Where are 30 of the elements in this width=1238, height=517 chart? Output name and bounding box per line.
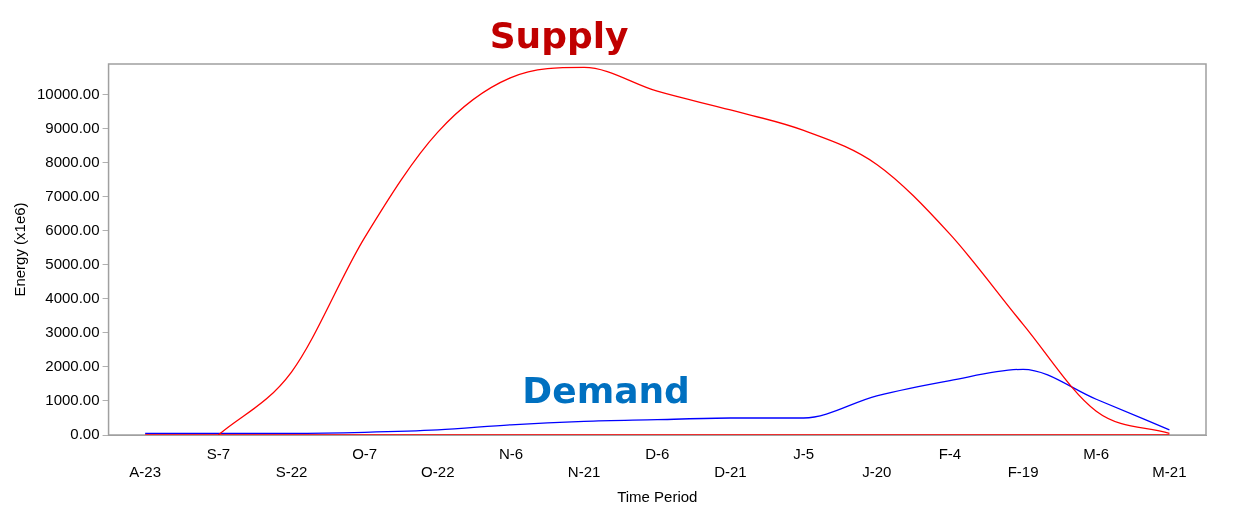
y-tick-label: 9000.00 [45, 118, 100, 136]
x-tick-label: A-23 [129, 463, 161, 481]
y-tick-label: 10000.00 [36, 84, 100, 102]
x-tick-label: O-7 [352, 445, 378, 463]
x-tick-label: N-6 [498, 445, 524, 463]
x-tick-label: M-21 [1152, 463, 1187, 481]
y-tick-label: 2000.00 [45, 357, 100, 375]
y-tick-label: 0.00 [70, 425, 100, 443]
x-tick-label: F-4 [938, 445, 962, 463]
series-label: Demand [522, 370, 690, 412]
y-tick-label: 3000.00 [45, 323, 100, 341]
y-tick-label: 8000.00 [45, 152, 100, 170]
x-tick-label: O-22 [421, 463, 455, 481]
x-axis-title: Time Period [617, 488, 698, 506]
x-tick-label: D-21 [714, 463, 747, 481]
x-tick-label: M-6 [1083, 445, 1110, 463]
x-tick-label: F-19 [1007, 463, 1039, 481]
y-tick-label: 6000.00 [45, 220, 100, 238]
x-tick-label: J-20 [862, 463, 892, 481]
x-tick-label: S-7 [206, 445, 230, 463]
x-tick-label: N-21 [567, 463, 601, 481]
x-tick-label: S-22 [275, 463, 308, 481]
x-tick-label: J-5 [793, 445, 815, 463]
y-tick-label: 7000.00 [45, 186, 100, 204]
x-tick-label: D-6 [645, 445, 670, 463]
series-label: Supply [489, 15, 629, 56]
y-tick-label: 4000.00 [45, 288, 100, 306]
y-tick-label: 1000.00 [45, 391, 100, 409]
y-tick-label: 5000.00 [45, 254, 100, 272]
y-axis-title: Energy (x1e6) [11, 202, 29, 297]
